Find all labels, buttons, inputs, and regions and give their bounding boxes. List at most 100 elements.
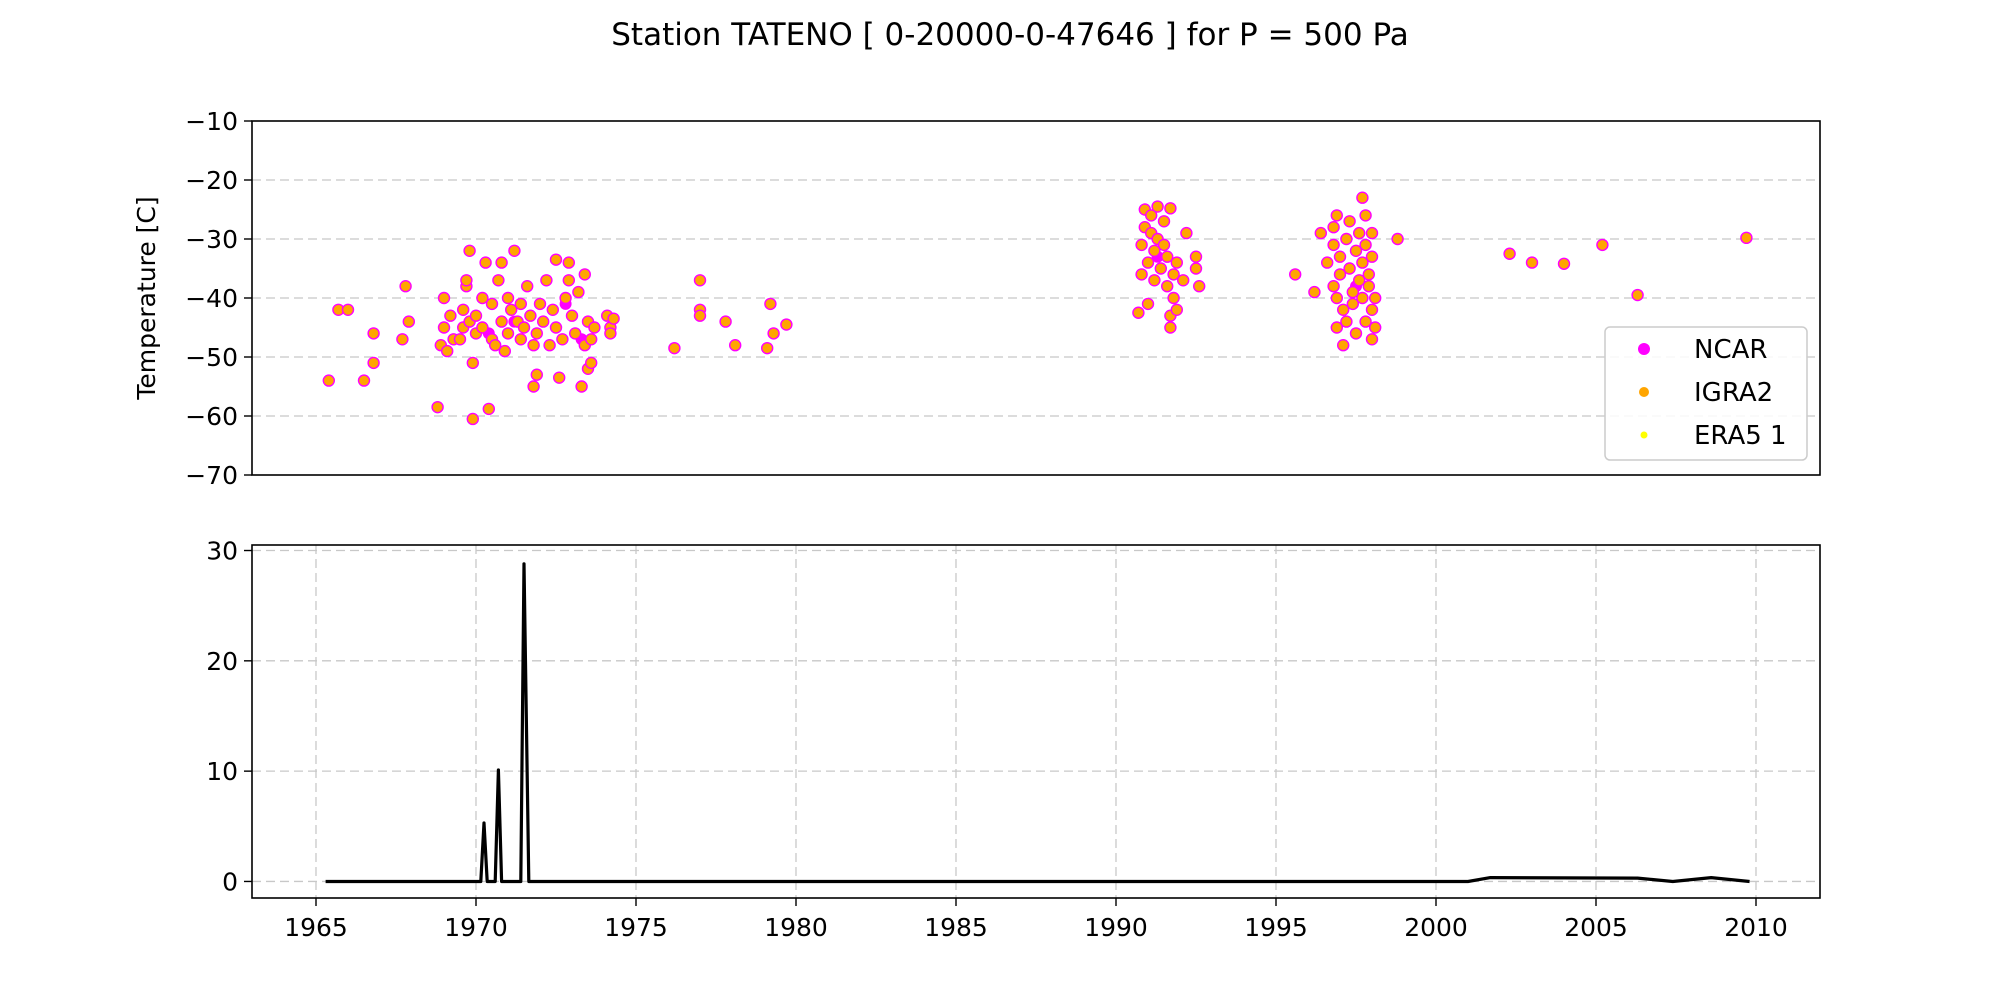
- igra2-point: [1167, 291, 1180, 305]
- bottom-x-tick-label: 1975: [604, 913, 668, 942]
- igra2-point: [457, 303, 470, 316]
- igra2-point: [1356, 191, 1369, 204]
- igra2-point: [1170, 303, 1184, 316]
- igra2-point: [527, 380, 540, 393]
- igra2-point: [1189, 250, 1203, 263]
- igra2-point: [1148, 274, 1161, 287]
- igra2-point: [431, 400, 444, 414]
- y-axis-label: Temperature [C]: [132, 196, 161, 400]
- igra2-point: [1170, 256, 1184, 269]
- bottom-x-tick-label: 1990: [1084, 913, 1148, 942]
- igra2-point: [1349, 244, 1363, 258]
- igra2-point: [549, 321, 563, 334]
- igra2-point: [1346, 285, 1360, 299]
- igra2-point: [1320, 256, 1334, 269]
- igra2-point: [527, 339, 540, 352]
- top-y-tick-label: −10: [185, 107, 238, 136]
- igra2-point: [1340, 232, 1353, 246]
- igra2-point: [444, 309, 457, 322]
- igra2-point: [1176, 274, 1190, 287]
- igra2-point: [1314, 226, 1328, 240]
- igra2-point: [559, 291, 572, 305]
- igra2-point: [441, 344, 454, 358]
- bottom-y-tick-label: 0: [222, 867, 238, 896]
- igra2-point: [668, 341, 681, 355]
- igra2-point: [588, 321, 601, 334]
- igra2-point: [1359, 315, 1372, 328]
- bottom-x-ticks: 1965 1970 1975 1980 1985 1990 1995 2000 2005 2010: [284, 898, 1788, 942]
- igra2-point: [505, 303, 518, 316]
- legend-marker: [1640, 431, 1648, 439]
- igra2-point: [341, 303, 355, 316]
- igra2-point: [1359, 238, 1372, 252]
- igra2-point: [1343, 262, 1356, 275]
- igra2-point: [476, 291, 489, 305]
- legend-box: [1604, 326, 1808, 461]
- igra2-point: [530, 327, 543, 340]
- igra2-point: [780, 318, 793, 331]
- igra2-point: [396, 333, 409, 346]
- igra2-point: [553, 371, 566, 384]
- igra2-point: [1180, 226, 1193, 240]
- igra2-point: [495, 315, 508, 328]
- igra2-point: [495, 256, 508, 269]
- igra2-point: [322, 374, 335, 387]
- igra2-point: [607, 312, 620, 325]
- bottom-axes-frame: [251, 544, 1821, 899]
- igra2-point: [1333, 250, 1347, 263]
- igra2-point: [1503, 247, 1516, 260]
- igra2-point: [1132, 306, 1145, 319]
- legend-label: NCAR: [1694, 335, 1767, 365]
- igra2-point: [1365, 333, 1379, 346]
- bottom-y-ticks: 30 20 10 0: [206, 537, 252, 896]
- igra2-point: [1596, 238, 1609, 252]
- igra2-point: [1356, 256, 1369, 269]
- igra2-point: [533, 297, 547, 311]
- igra2-point: [469, 309, 483, 322]
- igra2-point: [1327, 280, 1340, 293]
- igra2-point: [578, 268, 591, 281]
- igra2-point: [521, 280, 534, 293]
- igra2-point: [1368, 321, 1382, 334]
- igra2-point: [501, 327, 515, 340]
- igra2-point: [357, 374, 371, 387]
- igra2-point: [562, 256, 575, 269]
- igra2-point: [1157, 238, 1171, 252]
- igra2-point: [1330, 291, 1344, 305]
- legend-label: ERA5 1: [1694, 421, 1787, 451]
- count-line: [325, 562, 1750, 884]
- bottom-gridlines: [252, 545, 1820, 898]
- igra2-point: [1327, 220, 1340, 234]
- chart-title: Station TATENO [ 0-20000-0-47646 ] for P…: [611, 17, 1409, 53]
- igra2-point: [1154, 262, 1168, 275]
- legend-items: NCAR IGRA2 ERA5 1: [1638, 335, 1787, 451]
- igra2-point: [1352, 274, 1366, 287]
- igra2-point: [1557, 257, 1571, 270]
- igra2-point: [569, 327, 582, 340]
- igra2-point: [543, 339, 556, 352]
- igra2-point: [1192, 280, 1206, 293]
- igra2-point: [453, 333, 467, 346]
- igra2-point: [546, 303, 559, 316]
- bottom-y-tick-label: 30: [206, 537, 238, 566]
- bottom-y-tick-label: 20: [206, 647, 238, 676]
- bottom-x-tick-label: 2010: [1724, 913, 1788, 942]
- igra2-point: [530, 368, 543, 381]
- bottom-line-series: [325, 562, 1750, 884]
- igra2-point: [1288, 268, 1302, 281]
- igra2-point: [1327, 238, 1340, 252]
- igra2-point: [540, 274, 553, 287]
- bottom-y-tick-label: 10: [206, 757, 238, 786]
- igra2-point: [693, 309, 707, 322]
- igra2-point: [1356, 291, 1369, 305]
- igra2-point: [476, 321, 489, 334]
- igra2-point: [367, 327, 380, 340]
- igra2-point: [1141, 297, 1155, 311]
- igra2-point: [1362, 280, 1376, 293]
- top-y-tick-label: −20: [185, 166, 238, 195]
- igra2-point: [1160, 250, 1174, 263]
- igra2-point: [585, 356, 598, 370]
- igra2-point: [1631, 288, 1644, 302]
- igra2-point: [463, 244, 476, 258]
